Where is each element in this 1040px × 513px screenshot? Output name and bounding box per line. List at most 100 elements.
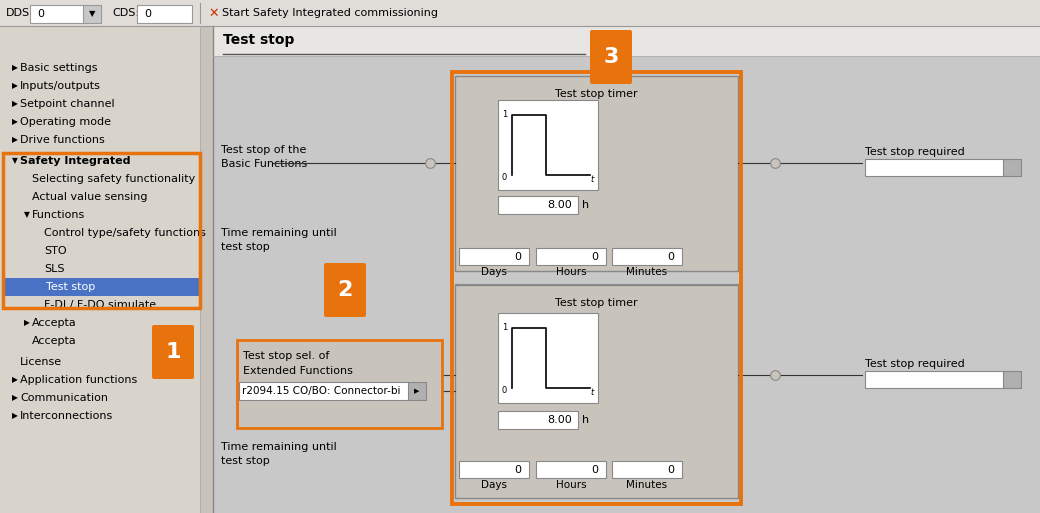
- Text: ▶: ▶: [12, 411, 18, 421]
- Text: Days: Days: [480, 267, 508, 277]
- Text: Time remaining until
test stop: Time remaining until test stop: [222, 228, 337, 252]
- Text: Test stop timer: Test stop timer: [555, 298, 638, 308]
- Text: Extended Functions: Extended Functions: [243, 366, 353, 376]
- Text: Hours: Hours: [555, 267, 587, 277]
- Text: 2: 2: [337, 280, 353, 300]
- Text: ▶: ▶: [12, 376, 18, 385]
- FancyBboxPatch shape: [239, 382, 409, 400]
- FancyBboxPatch shape: [152, 325, 194, 379]
- Text: DDS:: DDS:: [6, 8, 33, 18]
- Text: 0: 0: [37, 9, 44, 19]
- FancyBboxPatch shape: [536, 461, 606, 478]
- Text: 1: 1: [502, 110, 508, 119]
- Text: 0: 0: [591, 252, 598, 262]
- FancyBboxPatch shape: [459, 248, 529, 265]
- FancyBboxPatch shape: [456, 76, 738, 271]
- Text: Minutes: Minutes: [626, 267, 668, 277]
- Text: 3: 3: [603, 47, 619, 67]
- Text: Test stop required: Test stop required: [865, 359, 965, 369]
- Text: Functions: Functions: [32, 210, 85, 220]
- Text: 0: 0: [667, 465, 674, 475]
- Text: Drive functions: Drive functions: [20, 135, 105, 145]
- FancyBboxPatch shape: [408, 382, 426, 400]
- Text: Operating mode: Operating mode: [20, 117, 111, 127]
- FancyBboxPatch shape: [1003, 371, 1021, 388]
- Bar: [0, 0, 1040, 26]
- Text: 0: 0: [591, 465, 598, 475]
- Text: 0: 0: [144, 9, 151, 19]
- Bar: [4, 278, 199, 296]
- Bar: [200, 26, 213, 513]
- FancyBboxPatch shape: [137, 5, 192, 23]
- Text: 0: 0: [502, 173, 508, 182]
- Text: Safety Integrated: Safety Integrated: [20, 156, 130, 166]
- Text: 1: 1: [502, 323, 508, 332]
- Bar: [213, 26, 1040, 513]
- Text: CDS:: CDS:: [112, 8, 139, 18]
- FancyBboxPatch shape: [83, 5, 101, 23]
- Text: Application functions: Application functions: [20, 375, 137, 385]
- Text: SLS: SLS: [44, 264, 64, 274]
- Text: 0: 0: [502, 386, 508, 395]
- Text: ▶: ▶: [12, 393, 18, 403]
- Text: 0: 0: [667, 252, 674, 262]
- Text: h: h: [582, 200, 589, 210]
- FancyBboxPatch shape: [324, 263, 366, 317]
- Text: Test stop sel. of: Test stop sel. of: [243, 351, 330, 361]
- Text: 0: 0: [514, 252, 521, 262]
- FancyBboxPatch shape: [498, 411, 578, 429]
- Text: t: t: [590, 175, 593, 184]
- Text: ▶: ▶: [12, 135, 18, 145]
- Text: STO: STO: [44, 246, 67, 256]
- Text: Test stop of the
Basic Functions: Test stop of the Basic Functions: [222, 145, 307, 169]
- FancyBboxPatch shape: [459, 461, 529, 478]
- Text: Selecting safety functionality: Selecting safety functionality: [32, 174, 196, 184]
- Text: ▶: ▶: [414, 388, 420, 394]
- Text: ▶: ▶: [12, 82, 18, 90]
- FancyBboxPatch shape: [498, 100, 598, 190]
- Text: Minutes: Minutes: [626, 480, 668, 490]
- FancyBboxPatch shape: [237, 340, 442, 428]
- FancyBboxPatch shape: [498, 196, 578, 214]
- Text: Days: Days: [480, 480, 508, 490]
- Text: 8.00: 8.00: [547, 200, 572, 210]
- Text: Actual value sensing: Actual value sensing: [32, 192, 148, 202]
- Text: Control type/safety functions: Control type/safety functions: [44, 228, 206, 238]
- Text: F-DI / F-DO simulate: F-DI / F-DO simulate: [44, 300, 156, 310]
- Text: Accepta: Accepta: [32, 336, 77, 346]
- Text: ▼: ▼: [88, 10, 96, 18]
- Text: ▼: ▼: [12, 156, 18, 166]
- Text: Interconnections: Interconnections: [20, 411, 113, 421]
- Text: ▶: ▶: [12, 64, 18, 72]
- Text: ▶: ▶: [24, 319, 30, 327]
- Text: ▼: ▼: [24, 210, 30, 220]
- Text: Test stop timer: Test stop timer: [555, 89, 638, 99]
- FancyBboxPatch shape: [536, 248, 606, 265]
- Text: ▶: ▶: [12, 100, 18, 109]
- FancyBboxPatch shape: [590, 30, 632, 84]
- FancyBboxPatch shape: [612, 248, 682, 265]
- Text: Time remaining until
test stop: Time remaining until test stop: [222, 442, 337, 466]
- Text: r2094.15 CO/BO: Connector-bi: r2094.15 CO/BO: Connector-bi: [242, 386, 400, 396]
- Text: 0: 0: [514, 465, 521, 475]
- Text: ▶: ▶: [12, 117, 18, 127]
- Text: ✕: ✕: [208, 7, 218, 19]
- Text: Inputs/outputs: Inputs/outputs: [20, 81, 101, 91]
- Text: Communication: Communication: [20, 393, 108, 403]
- Text: Start Safety Integrated commissioning: Start Safety Integrated commissioning: [222, 8, 438, 18]
- Bar: [213, 26, 1040, 56]
- FancyBboxPatch shape: [498, 313, 598, 403]
- Text: Setpoint channel: Setpoint channel: [20, 99, 114, 109]
- Text: Basic settings: Basic settings: [20, 63, 98, 73]
- FancyBboxPatch shape: [612, 461, 682, 478]
- Text: License: License: [20, 357, 62, 367]
- Text: t: t: [590, 388, 593, 397]
- Bar: [0, 26, 213, 513]
- Text: h: h: [582, 415, 589, 425]
- Text: Test stop: Test stop: [223, 33, 294, 47]
- FancyBboxPatch shape: [456, 285, 738, 498]
- Text: Hours: Hours: [555, 480, 587, 490]
- Text: Test stop required: Test stop required: [865, 147, 965, 157]
- Text: 1: 1: [165, 342, 181, 362]
- Text: Accepta: Accepta: [32, 318, 77, 328]
